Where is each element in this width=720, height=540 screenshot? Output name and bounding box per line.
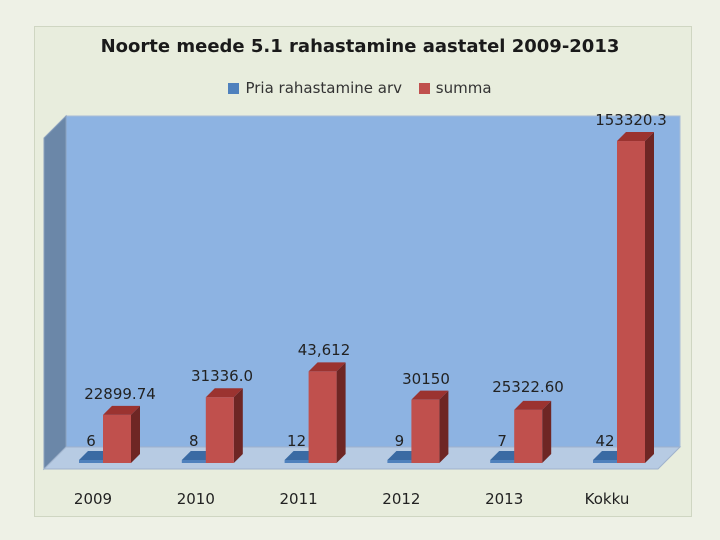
data-label-count-1: 8 [189,432,199,450]
data-label-count-0: 6 [86,432,96,450]
bar-amount-2 [308,371,337,463]
bar-amount-0-side [131,405,140,463]
legend-item-series-2: summa [418,79,492,97]
legend-label-series-1: Pria rahastamine arv [245,79,402,97]
bar-count-1 [181,460,210,463]
bar-amount-2-top [308,362,346,372]
bar-amount-3-side [439,390,449,463]
data-label-amount-0: 22899.74 [84,385,156,403]
bar-amount-2-side [336,362,346,463]
bar-count-0 [79,460,107,463]
legend-label-series-2: summa [435,79,492,97]
bar-count-4 [490,460,519,463]
bar-count-5 [593,460,621,463]
data-label-count-2: 12 [287,432,306,450]
bar-amount-5-side [645,132,654,463]
bar-amount-0 [103,414,131,463]
legend-swatch-series-1 [228,82,240,94]
bar-amount-3 [411,399,440,463]
data-label-amount-3: 30150 [402,370,450,388]
bar-amount-3-top [411,390,449,400]
x-tick-label-5: Kokku [585,490,630,508]
legend: Pria rahastamine arv summa [0,79,720,98]
side-wall [43,114,67,471]
legend-swatch-series-2 [418,82,430,94]
bar-count-3 [387,460,416,463]
data-label-count-4: 7 [497,432,507,450]
x-tick-label-1: 2010 [177,490,215,508]
x-tick-label-4: 2013 [485,490,523,508]
data-label-amount-1: 31336.0 [191,367,253,385]
legend-item-series-1: Pria rahastamine arv [228,79,402,97]
chart-title: Noorte meede 5.1 rahastamine aastatel 20… [100,36,620,57]
bar-amount-1 [205,397,234,463]
data-label-amount-2: 43,612 [298,341,351,359]
x-tick-label-3: 2012 [382,490,420,508]
data-label-count-5: 42 [595,432,614,450]
bar-amount-4 [514,409,543,463]
bar-amount-5 [617,141,645,463]
back-wall [65,115,681,448]
bar-amount-1-top [205,388,243,398]
data-label-amount-5: 153320.3 [595,111,667,129]
bar-amount-5-top [617,132,654,142]
x-tick-label-0: 2009 [74,490,112,508]
x-tick-label-2: 2011 [280,490,318,508]
bar-amount-4-side [542,400,552,463]
data-label-amount-4: 25322.60 [492,378,564,396]
data-label-count-3: 9 [395,432,405,450]
bar-amount-0-top [103,405,140,415]
bar-amount-4-top [514,400,552,410]
bar-count-2 [284,460,313,463]
bar-amount-1-side [233,388,243,463]
